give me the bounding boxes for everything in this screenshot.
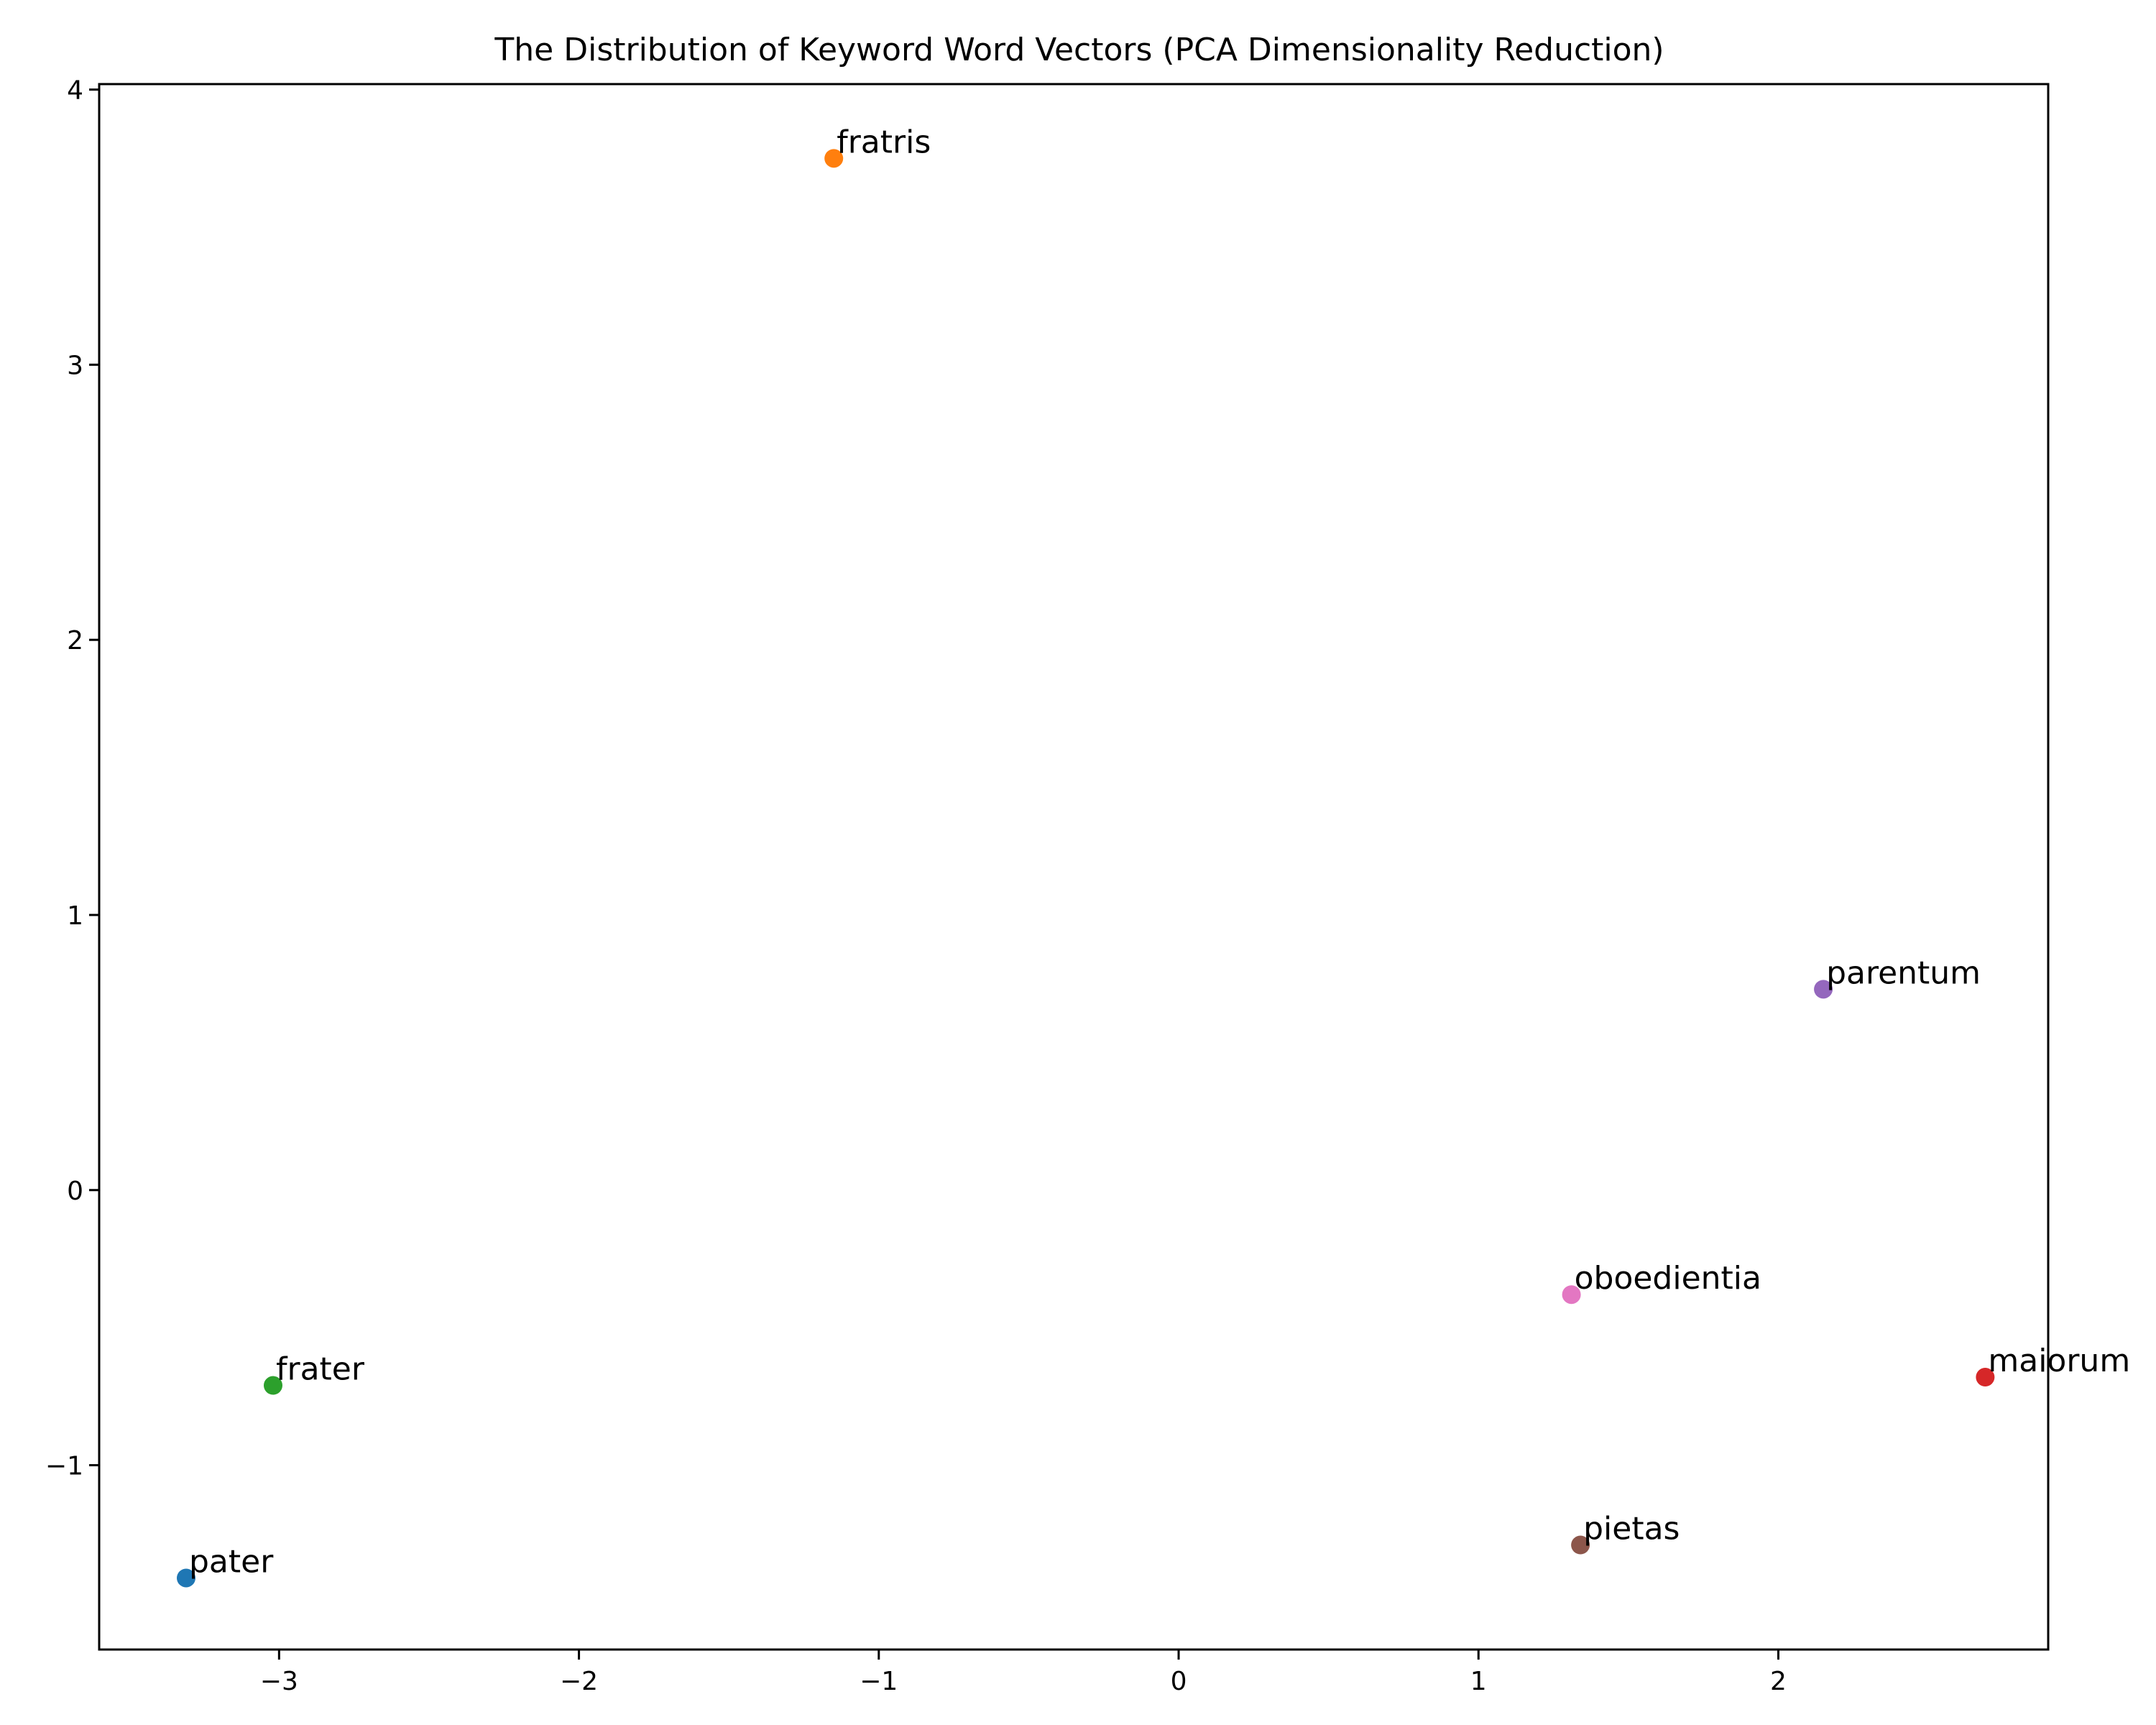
scatter-point-frater [263,1376,282,1395]
x-tick-label: 1 [1470,1667,1487,1696]
axes-frame [98,83,2050,1651]
y-tick-label: 2 [67,626,83,656]
scatter-point-maiorum [1976,1368,1995,1387]
y-tick-label: 3 [67,351,83,380]
point-label-pietas: pietas [1583,1511,1680,1547]
x-tick-label: −1 [860,1667,898,1696]
x-tick-label: −2 [560,1667,598,1696]
point-label-fratris: fratris [837,124,931,160]
chart-title: The Distribution of Keyword Word Vectors… [494,32,1664,68]
point-label-parentum: parentum [1826,954,1981,991]
scatter-point-oboedientia [1562,1285,1581,1305]
x-tick-label: 2 [1770,1667,1787,1696]
plot-area: pater fratris frater maiorum parentum pietas o… [176,124,2130,1588]
y-tick-label: 0 [67,1177,83,1206]
point-label-oboedientia: oboedientia [1575,1260,1761,1297]
point-label-frater: frater [276,1351,365,1388]
scatter-point-pietas [1571,1535,1590,1555]
x-axis: −3 −2 −1 0 1 2 [260,1650,1787,1696]
x-tick-label: −3 [260,1667,298,1696]
y-tick-label: 4 [67,76,83,106]
point-label-maiorum: maiorum [1988,1343,2130,1379]
point-label-pater: pater [189,1543,274,1580]
y-tick-label: −1 [45,1452,83,1481]
y-axis: −1 0 1 2 3 4 [45,76,99,1481]
scatter-point-parentum [1814,980,1833,999]
x-tick-label: 0 [1171,1667,1187,1696]
scatter-point-fratris [824,149,844,168]
y-tick-label: 1 [67,901,83,931]
scatter-point-pater [176,1568,195,1588]
